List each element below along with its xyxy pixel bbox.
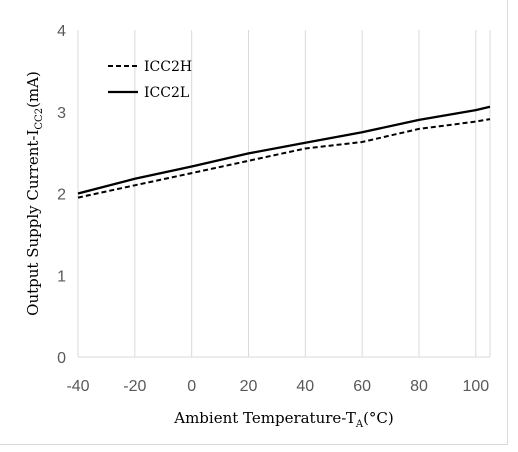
y-tick-label: 0: [57, 350, 66, 367]
grid: [77, 30, 491, 358]
x-tick-labels: -40 -20 0 20 40 60 80 100: [66, 378, 489, 395]
y-tick-label: 2: [57, 187, 66, 204]
x-axis-title: Ambient Temperature-TA(°C): [173, 409, 394, 430]
chart-frame: [0, 0, 508, 445]
x-tick-label: 60: [353, 378, 371, 395]
legend: ICC2H ICC2L: [108, 59, 192, 101]
x-tick-label: 40: [296, 378, 314, 395]
series-line-icc2h: [77, 118, 491, 199]
y-tick-label: 4: [57, 23, 66, 40]
x-tick-label: -40: [66, 378, 89, 395]
x-tick-label: 100: [462, 378, 489, 395]
y-axis-title: Output Supply Current-ICC2(mA): [24, 71, 45, 316]
x-tick-label: -20: [123, 378, 146, 395]
y-tick-label: 3: [57, 105, 66, 122]
series-line-icc2l: [77, 105, 491, 195]
legend-label-icc2l: ICC2L: [144, 85, 189, 101]
x-tick-label: 80: [410, 378, 428, 395]
legend-label-icc2h: ICC2H: [144, 59, 192, 75]
series-lines: [77, 105, 491, 199]
y-tick-label: 1: [57, 268, 66, 285]
x-tick-label: 0: [187, 378, 196, 395]
y-tick-labels: 0 1 2 3 4: [57, 23, 66, 367]
x-tick-label: 20: [240, 378, 258, 395]
